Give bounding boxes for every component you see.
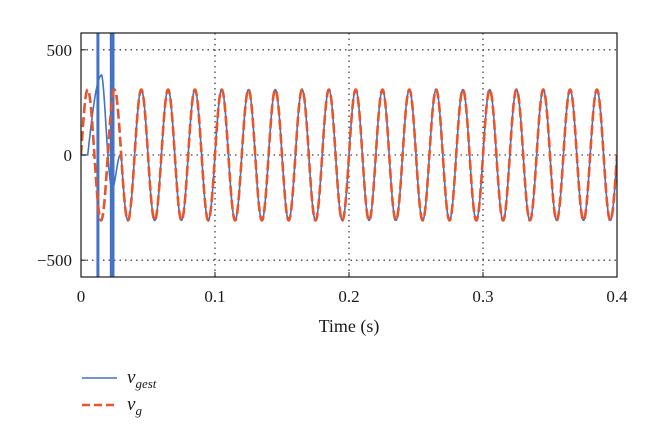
- x-tick-label-1: 0.1: [204, 287, 225, 306]
- plot-area: [81, 33, 617, 277]
- x-tick-label-3: 0.3: [472, 287, 493, 306]
- legend-label-1: vg: [127, 394, 142, 418]
- v-gest-transient-spike-1: [109, 33, 115, 277]
- series-line-v-g: [81, 88, 617, 222]
- x-tick-label-2: 0.2: [338, 287, 359, 306]
- x-axis-ticks: 0 0.1 0.2 0.3 0.4: [77, 272, 628, 306]
- legend-label-0: vgest: [127, 367, 157, 391]
- y-tick-label-1: 0: [64, 146, 73, 165]
- y-tick-label-2: −500: [37, 251, 72, 270]
- x-axis-label: Time (s): [319, 316, 380, 337]
- x-tick-label-0: 0: [77, 287, 86, 306]
- legend: vgest vg: [82, 367, 157, 418]
- y-axis-ticks: 500 0 −500: [37, 41, 86, 270]
- y-tick-label-0: 500: [47, 41, 73, 60]
- v-gest-transient-spike-0: [96, 33, 100, 277]
- x-tick-label-4: 0.4: [606, 287, 628, 306]
